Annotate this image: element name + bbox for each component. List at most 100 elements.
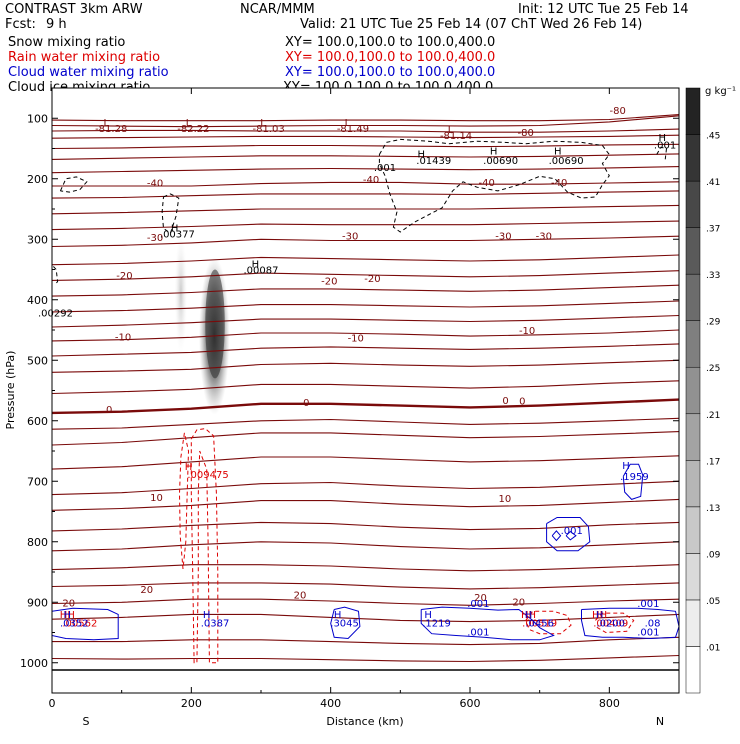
cloud-water-label: .0200 xyxy=(596,618,625,629)
colorbar-swatch xyxy=(685,599,701,647)
cloud-ice-label: .001 xyxy=(654,141,676,152)
center-name: NCAR/MMM xyxy=(240,2,315,17)
init-time: Init: 12 UTC Tue 25 Feb 14 xyxy=(518,2,689,17)
legend-snow: Snow mixing ratio xyxy=(8,35,125,50)
rain-water-label: .00519 xyxy=(522,618,557,629)
snow-core-inner xyxy=(205,269,225,379)
temperature-label: -81.28 xyxy=(95,124,127,135)
temperature-label: -80 xyxy=(610,106,626,117)
colorbar-swatch xyxy=(685,413,701,461)
temperature-label: -82.22 xyxy=(177,124,209,135)
colorbar-label: .45 xyxy=(706,132,720,142)
cloud-ice-label: .00690 xyxy=(483,156,518,167)
colorbar-swatch xyxy=(685,320,701,368)
cloud-water-contour xyxy=(546,517,591,552)
x-tick-label: 400 xyxy=(320,697,341,710)
cloud-water-contour xyxy=(622,463,644,500)
y-tick-label: 700 xyxy=(27,475,48,488)
snow-label: H xyxy=(171,223,179,234)
cloud-water-label: .001 xyxy=(467,599,489,610)
temperature-contour xyxy=(52,220,679,231)
temperature-label: 10 xyxy=(150,493,163,504)
temperature-contour xyxy=(52,431,679,446)
y-axis-title: Pressure (hPa) xyxy=(4,351,17,430)
y-tick-label: 500 xyxy=(27,354,48,367)
cloud-water-contour xyxy=(52,607,119,641)
temperature-contour xyxy=(52,134,679,139)
temperature-label: -10 xyxy=(348,333,364,344)
temperature-contour xyxy=(52,636,679,646)
snow-label: .00292 xyxy=(38,309,73,320)
temperature-contour xyxy=(52,128,679,133)
cloud-water-label: .001 xyxy=(467,628,489,639)
colorbar-label: .33 xyxy=(706,271,720,281)
cloud-water-label: H xyxy=(525,610,533,621)
temperature-label: -10 xyxy=(115,332,131,343)
temperature-label: 20 xyxy=(474,593,487,604)
fcst-label: Fcst: xyxy=(5,17,36,32)
snow-label: .00377 xyxy=(160,229,195,240)
colorbar-swatch xyxy=(685,227,701,275)
cloud-ice-label: .00690 xyxy=(549,156,584,167)
temperature-contour xyxy=(52,417,679,430)
valid-time: Valid: 21 UTC Tue 25 Feb 14 (07 ChT Wed … xyxy=(300,17,642,32)
cloud-water-label: H xyxy=(334,610,342,621)
temperature-contours xyxy=(52,114,679,671)
y-tick-label: 800 xyxy=(27,536,48,549)
rain-water-contour xyxy=(178,432,190,570)
colorbar-label: .29 xyxy=(706,318,721,328)
cloud-ice-label: .001 xyxy=(374,163,396,174)
cloud-water-contours xyxy=(52,463,679,641)
temperature-label: -40 xyxy=(363,175,379,186)
colorbar-label: .05 xyxy=(706,597,720,607)
temperature-contour xyxy=(52,166,679,174)
cloud-water-contour xyxy=(330,606,361,640)
rain-water-label: HH xyxy=(60,610,75,621)
colorbar-swatch xyxy=(685,134,701,182)
temperature-label: -81.03 xyxy=(253,124,285,135)
colorbar-label: .37 xyxy=(706,225,720,235)
colorbar-label: .25 xyxy=(706,364,720,374)
colorbar-unit: g kg⁻¹ xyxy=(705,86,736,97)
colorbar-swatch xyxy=(685,180,701,228)
temperature-label: -40 xyxy=(479,178,495,189)
cloud-water-label: .001 xyxy=(561,526,583,537)
endpoint-north: N xyxy=(656,715,664,728)
legend-cloud-xy: XY= 100.0,100.0 to 100.0,400.0 xyxy=(285,65,495,80)
temperature-label: -40 xyxy=(551,178,567,189)
cloud-ice-label: H xyxy=(417,150,425,161)
temperature-label: -80 xyxy=(518,128,534,139)
temperature-contour xyxy=(52,300,679,313)
legend-snow-xy: XY= 100.0,100.0 to 100.0,400.0 xyxy=(285,35,495,50)
rain-water-label: H xyxy=(185,462,193,473)
temperature-contour xyxy=(52,204,679,215)
temperature-contour xyxy=(52,359,679,373)
temperature-label: -81.49 xyxy=(337,124,369,135)
temperature-label: 20 xyxy=(140,585,153,596)
cloud-water-label: .3045 xyxy=(330,618,359,629)
y-tick-label: 300 xyxy=(27,233,48,246)
temperature-label: -40 xyxy=(147,179,163,190)
cloud-water-contour xyxy=(565,530,577,541)
y-tick-label: 1000 xyxy=(20,657,48,670)
cloud-water-contour xyxy=(551,530,562,542)
cloud-ice-contour xyxy=(59,176,88,193)
temperature-contour xyxy=(52,270,679,281)
legend-rain-xy: XY= 100.0,100.0 to 100.0,400.0 xyxy=(285,50,495,65)
colorbar-label: .09 xyxy=(706,550,721,560)
x-axis-title: Distance (km) xyxy=(326,715,403,728)
colorbar-label: .13 xyxy=(706,504,720,514)
temperature-contour xyxy=(52,398,679,415)
y-tick-label: 600 xyxy=(27,415,48,428)
temperature-contour xyxy=(52,235,679,248)
cloud-ice-contour xyxy=(53,266,59,285)
cloud-water-label: H xyxy=(622,461,630,472)
colorbar-swatch xyxy=(685,273,701,321)
cloud-ice-label: H xyxy=(490,147,498,158)
temperature-label: L xyxy=(345,118,351,129)
temperature-label: L xyxy=(186,118,192,129)
temperature-contour xyxy=(52,480,679,496)
